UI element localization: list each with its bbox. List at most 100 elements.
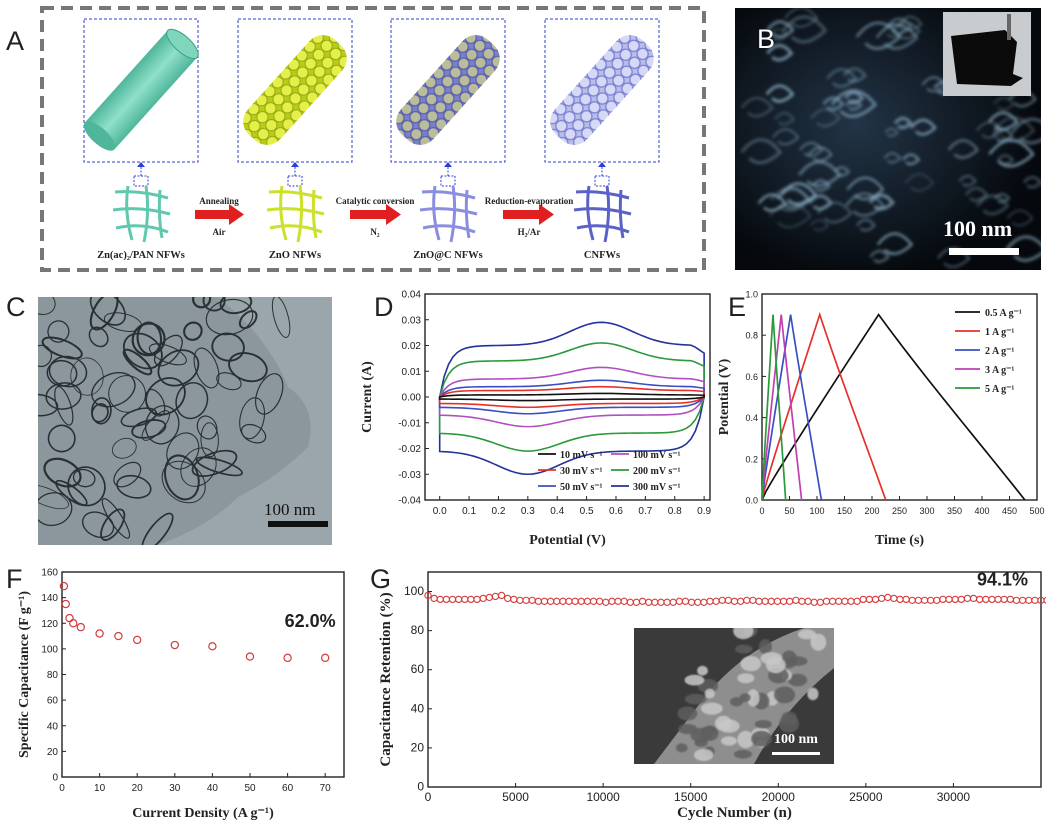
sem-scalebar	[949, 248, 1019, 255]
data-point	[792, 596, 800, 604]
data-point	[442, 595, 451, 604]
gcd-chart: 0 50 100 150 200 250 300 350 400 450 500 0.0 0.2 0.4 0…	[717, 290, 1045, 549]
gcd-series-line	[761, 311, 887, 501]
x-tick-label: 0.3	[521, 506, 535, 517]
y-tick-label: 1.0	[745, 290, 758, 300]
y-tick-label: 0.2	[745, 454, 758, 464]
data-point	[479, 594, 487, 603]
y-tick-label: 40	[411, 701, 425, 715]
data-point	[534, 597, 542, 605]
fiber-2-image	[243, 35, 347, 145]
panel-d-letter: D	[374, 292, 394, 322]
data-point	[920, 596, 929, 604]
x-axis-label: Current Density (A g⁻¹)	[132, 806, 274, 821]
cv-chart: 0.0 0.1 0.2 0.3 0.4 0.5 0.6 0.7 0.8 0.9 0.04 0.03 0.…	[360, 290, 712, 549]
panel-c: C 100 nm	[0, 288, 340, 548]
data-point	[626, 598, 634, 606]
web-3-icon	[419, 185, 478, 243]
panel-f: F 0 10 20 30 40 50 60 70 0 20 40 60 80 100 120 140 160 Cu…	[0, 560, 350, 824]
x-tick-label: 0.6	[609, 506, 623, 517]
fiber-4-image	[550, 35, 654, 145]
x-tick-label: 0.1	[462, 506, 476, 517]
y-tick-label: -0.03	[398, 470, 421, 481]
data-point	[461, 595, 469, 604]
data-point	[841, 597, 849, 605]
y-axis-label: Capacitance Retention (%)	[378, 592, 394, 766]
data-point	[510, 595, 518, 604]
data-point	[69, 619, 78, 628]
y-tick-label: -0.04	[398, 496, 421, 507]
legend-label: 1 A g⁻¹	[985, 327, 1014, 338]
data-point	[877, 594, 886, 603]
step-2-top-label: Catalytic conversion	[336, 196, 415, 206]
data-point	[1031, 596, 1039, 604]
x-tick-label: 25000	[849, 790, 883, 804]
cv-series-line	[438, 379, 705, 415]
process-arrow-1	[195, 204, 244, 225]
sem-scalebar-label: 100 nm	[943, 216, 1013, 241]
legend-label: 3 A g⁻¹	[985, 365, 1014, 376]
data-point	[712, 597, 720, 605]
data-point	[95, 629, 104, 638]
x-tick-label: 250	[892, 506, 907, 516]
data-point	[61, 599, 70, 609]
cv-series-line	[438, 392, 705, 402]
data-point	[448, 595, 457, 604]
data-point	[724, 596, 733, 604]
data-point	[657, 598, 665, 606]
cv-series-line	[438, 342, 705, 452]
y-tick-label: 0	[417, 780, 424, 794]
data-point	[761, 597, 769, 605]
data-point	[546, 597, 555, 605]
x-tick-label: 20	[132, 783, 144, 794]
x-tick-label: 150	[837, 506, 852, 516]
y-tick-label: 100	[41, 644, 58, 655]
data-point	[632, 598, 641, 606]
data-point	[988, 595, 996, 604]
x-tick-label: 10000	[586, 790, 620, 804]
data-point	[896, 595, 904, 604]
data-point	[565, 597, 573, 605]
x-tick-label: 200	[864, 506, 879, 516]
x-tick-label: 0.4	[550, 506, 564, 517]
y-tick-label: 0.6	[745, 372, 758, 382]
data-point	[114, 631, 123, 641]
y-tick-label: 0	[52, 773, 58, 784]
y-tick-label: 0.0	[745, 496, 758, 506]
data-point	[245, 652, 255, 661]
x-tick-label: 50	[784, 506, 794, 516]
stage-2-label: ZnO NFWs	[269, 250, 321, 261]
data-point	[455, 595, 463, 604]
data-point	[540, 597, 549, 605]
y-tick-label: 0.02	[402, 341, 422, 352]
web-1-icon	[112, 185, 171, 243]
panel-g: G 0 5000 10000 15000 20000 25000 30000 0 20 40 60 8…	[360, 560, 1046, 824]
data-point	[170, 640, 179, 650]
x-tick-label: 5000	[502, 790, 529, 804]
retention-annotation: 94.1%	[977, 570, 1028, 590]
data-point	[804, 597, 812, 605]
data-point	[430, 594, 438, 603]
data-point	[884, 593, 892, 602]
y-tick-label: 80	[411, 623, 425, 637]
data-point	[76, 622, 86, 632]
data-point	[571, 597, 579, 605]
data-point	[321, 653, 330, 663]
data-point	[730, 597, 739, 605]
data-point	[945, 595, 953, 604]
data-point	[651, 598, 659, 606]
data-point	[1043, 596, 1046, 604]
data-point	[798, 597, 806, 605]
data-point	[982, 595, 990, 604]
data-point	[595, 597, 604, 605]
x-tick-label: 0	[759, 506, 764, 516]
x-tick-label: 0	[425, 790, 432, 804]
data-point	[957, 595, 965, 604]
data-point	[583, 597, 592, 605]
stage-1-label: Zn(ac)₂/PAN NFWs	[97, 250, 185, 261]
y-tick-label: 120	[41, 619, 58, 630]
data-point	[951, 595, 959, 604]
data-point	[559, 597, 567, 605]
data-point	[933, 596, 941, 604]
x-tick-label: 0.7	[638, 506, 652, 517]
